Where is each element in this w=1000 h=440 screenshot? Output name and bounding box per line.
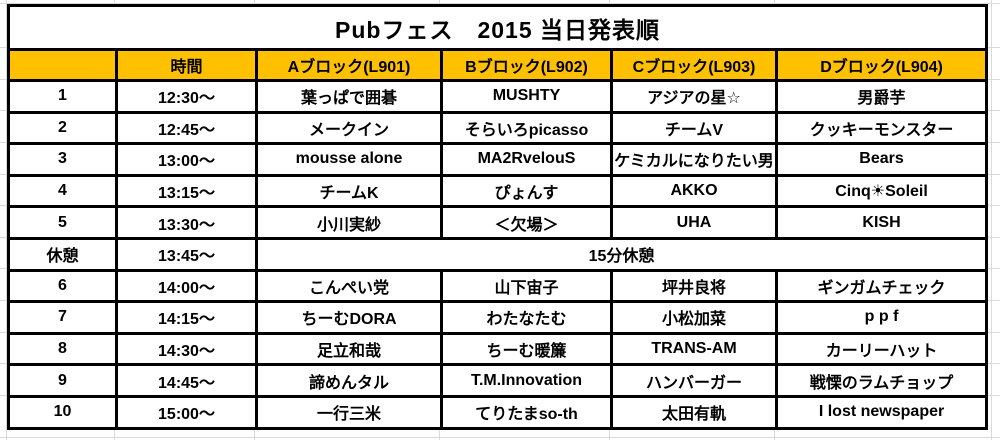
schedule-row: 6 14:00～ こんぺい党 山下宙子 坪井良将 ギンガムチェック — [7, 268, 989, 304]
entry-cell-c[interactable]: チームV — [610, 110, 778, 146]
time-cell[interactable]: 13:30～ — [115, 205, 258, 240]
entry-cell-b[interactable]: ぴょんす — [440, 173, 613, 209]
header-block-a: Aブロック(L901) — [255, 48, 443, 82]
row-number-cell[interactable]: 1 — [7, 79, 118, 114]
time-cell[interactable]: 13:45～ — [115, 236, 258, 272]
entry-cell-b[interactable]: 山下宙子 — [440, 268, 613, 304]
time-cell[interactable]: 14:15～ — [115, 300, 258, 335]
header-row: 時間 Aブロック(L901) Bブロック(L902) Cブロック(L903) D… — [7, 48, 989, 82]
entry-cell-a[interactable]: 諦めんタル — [255, 363, 443, 398]
entry-cell-d[interactable]: カーリーハット — [774, 331, 989, 367]
row-number-cell[interactable]: 休憩 — [7, 236, 118, 272]
schedule-row: 10 15:00～ 一行三米 てりたまso-th 太田有軌 I lost newspape… — [7, 394, 989, 430]
row-number-cell[interactable]: 10 — [7, 394, 118, 430]
time-cell[interactable]: 14:30～ — [115, 331, 258, 367]
schedule-row: 2 12:45～ メークイン そらいろpicasso チームV クッキーモンスター — [7, 110, 989, 146]
entry-cell-c[interactable]: 坪井良将 — [610, 268, 778, 304]
entry-cell-c[interactable]: ケミカルになりたい男 — [610, 142, 778, 177]
entry-cell-d[interactable]: ギンガムチェック — [774, 268, 989, 304]
entry-cell-c[interactable]: 太田有軌 — [610, 394, 778, 430]
entry-cell-a[interactable]: ちーむDORA — [255, 300, 443, 335]
time-cell[interactable]: 13:00～ — [115, 142, 258, 177]
time-cell[interactable]: 12:45～ — [115, 110, 258, 146]
schedule-row: 3 13:00～ mousse alone MA2RvelouS ケミカルになりたい男 B… — [7, 142, 989, 177]
entry-cell-b[interactable]: ＜欠場＞ — [440, 205, 613, 240]
header-block-b: Bブロック(L902) — [440, 48, 613, 82]
time-cell[interactable]: 13:15～ — [115, 173, 258, 209]
schedule-table: Pubフェス 2015 当日発表順 時間 Aブロック(L901) Bブロック(L… — [6, 4, 989, 430]
entry-cell-b[interactable]: MA2RvelouS — [440, 142, 613, 177]
schedule-row: 4 13:15～ チームK ぴょんす AKKO Cinq☀Soleil — [7, 173, 989, 209]
row-number-cell[interactable]: 5 — [7, 205, 118, 240]
header-time: 時間 — [115, 48, 258, 82]
entry-cell-b[interactable]: MUSHTY — [440, 79, 613, 114]
entry-cell-a[interactable]: 一行三米 — [255, 394, 443, 430]
row-number-cell[interactable]: 6 — [7, 268, 118, 304]
break-row: 休憩 13:45～ 15分休憩 — [7, 236, 989, 272]
header-block-c: Cブロック(L903) — [610, 48, 778, 82]
entry-cell-a[interactable]: mousse alone — [255, 142, 443, 177]
entry-cell-a[interactable]: 小川実紗 — [255, 205, 443, 240]
entry-cell-c[interactable]: AKKO — [610, 173, 778, 209]
entry-cell-d[interactable]: クッキーモンスター — [774, 110, 989, 146]
schedule-row: 5 13:30～ 小川実紗 ＜欠場＞ UHA KISH — [7, 205, 989, 240]
entry-cell-d[interactable]: I lost newspaper — [774, 394, 989, 430]
entry-cell-a[interactable]: 足立和哉 — [255, 331, 443, 367]
time-cell[interactable]: 15:00～ — [115, 394, 258, 430]
row-number-cell[interactable]: 2 — [7, 110, 118, 146]
time-cell[interactable]: 14:45～ — [115, 363, 258, 398]
entry-cell-c[interactable]: ハンバーガー — [610, 363, 778, 398]
row-number-cell[interactable]: 9 — [7, 363, 118, 398]
header-block-d: Dブロック(L904) — [774, 48, 989, 82]
title-row: Pubフェス 2015 当日発表順 — [6, 4, 989, 51]
entry-cell-a[interactable]: メークイン — [255, 110, 443, 146]
schedule-row: 1 12:30～ 葉っぱで囲碁 MUSHTY アジアの星☆ 男爵芋 — [7, 79, 989, 114]
time-cell[interactable]: 14:00～ — [115, 268, 258, 304]
entry-cell-b[interactable]: そらいろpicasso — [440, 110, 613, 146]
entry-cell-d[interactable]: 男爵芋 — [774, 79, 989, 114]
entry-cell-b[interactable]: ちーむ暖簾 — [440, 331, 613, 367]
time-cell[interactable]: 12:30～ — [115, 79, 258, 114]
entry-cell-d[interactable]: KISH — [774, 205, 989, 240]
row-number-cell[interactable]: 3 — [7, 142, 118, 177]
entry-cell-b[interactable]: T.M.Innovation — [440, 363, 613, 398]
entry-cell-a[interactable]: 葉っぱで囲碁 — [255, 79, 443, 114]
gridline — [991, 0, 992, 440]
entry-cell-c[interactable]: UHA — [610, 205, 778, 240]
row-number-cell[interactable]: 7 — [7, 300, 118, 335]
entry-cell-a[interactable]: チームK — [255, 173, 443, 209]
entry-cell-b[interactable]: てりたまso-th — [440, 394, 613, 430]
row-number-cell[interactable]: 4 — [7, 173, 118, 209]
header-number — [7, 48, 118, 82]
entry-cell-d[interactable]: 戦慄のラムチョップ — [774, 363, 989, 398]
gridline — [0, 3, 1000, 4]
schedule-row: 8 14:30～ 足立和哉 ちーむ暖簾 TRANS-AM カーリーハット — [7, 331, 989, 367]
entry-cell-c[interactable]: 小松加菜 — [610, 300, 778, 335]
schedule-row: 7 14:15～ ちーむDORA わたなたむ 小松加菜 p p f — [7, 300, 989, 335]
gridline — [6, 0, 7, 440]
break-label-cell[interactable]: 15分休憩 — [254, 236, 989, 272]
entry-cell-d[interactable]: Cinq☀Soleil — [774, 173, 989, 209]
entry-cell-c[interactable]: TRANS-AM — [610, 331, 778, 367]
page-title: Pubフェス 2015 当日発表順 — [6, 4, 989, 51]
row-number-cell[interactable]: 8 — [7, 331, 118, 367]
entry-cell-c[interactable]: アジアの星☆ — [610, 79, 778, 114]
schedule-row: 9 14:45～ 諦めんタル T.M.Innovation ハンバーガー 戦慄のラムチョッ… — [7, 363, 989, 398]
gridline — [0, 437, 1000, 438]
entry-cell-d[interactable]: p p f — [774, 300, 989, 335]
entry-cell-b[interactable]: わたなたむ — [440, 300, 613, 335]
entry-cell-a[interactable]: こんぺい党 — [255, 268, 443, 304]
entry-cell-d[interactable]: Bears — [774, 142, 989, 177]
